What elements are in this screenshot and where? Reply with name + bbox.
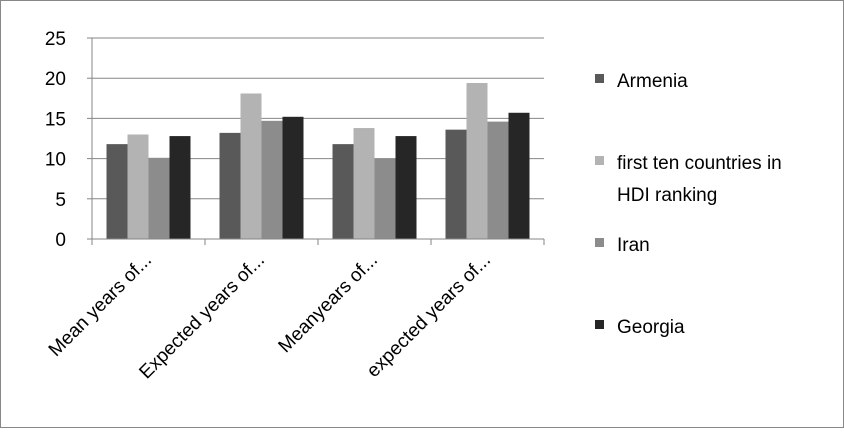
legend-label: Iran xyxy=(617,235,650,256)
legend-swatch-georgia xyxy=(595,320,604,329)
legend: Armenia first ten countries in HDI ranking… xyxy=(595,71,782,338)
legend-swatch-armenia xyxy=(595,74,604,83)
x-category-label: expected years of... xyxy=(363,250,495,382)
legend-swatch-iran xyxy=(595,238,604,247)
legend-label: first ten countries in xyxy=(617,153,782,174)
x-category-label: Expected years of... xyxy=(135,250,269,384)
y-tick-label: 5 xyxy=(55,190,66,211)
bar-iran-2 xyxy=(374,158,396,239)
y-tick-label: 20 xyxy=(45,69,66,90)
bar-armenia-0 xyxy=(106,144,128,239)
legend-swatch-first xyxy=(595,156,604,165)
bar-first-2 xyxy=(353,128,375,239)
bar-georgia-2 xyxy=(395,136,417,239)
bar-iran-3 xyxy=(487,121,509,239)
bar-first-3 xyxy=(466,83,488,239)
bar-first-0 xyxy=(127,134,149,239)
legend-label: Georgia xyxy=(617,317,685,338)
y-tick-label: 25 xyxy=(45,29,66,50)
bar-armenia-3 xyxy=(445,129,467,239)
y-tick-label: 10 xyxy=(45,150,66,171)
bar-iran-0 xyxy=(148,157,170,239)
bar-armenia-1 xyxy=(219,132,241,239)
legend-label: Armenia xyxy=(617,71,688,92)
bar-georgia-0 xyxy=(169,136,191,239)
bar-first-1 xyxy=(240,93,262,239)
y-tick-label: 15 xyxy=(45,109,66,130)
bar-georgia-1 xyxy=(282,116,304,239)
y-tick-label: 0 xyxy=(55,230,66,251)
x-category-label: Meanyears of... xyxy=(275,250,382,357)
bars xyxy=(106,83,530,239)
bar-georgia-3 xyxy=(508,112,530,239)
bar-armenia-2 xyxy=(332,144,354,239)
legend-label: HDI ranking xyxy=(617,185,717,206)
bar-iran-1 xyxy=(261,120,283,239)
x-category-label: Mean years of... xyxy=(45,250,156,361)
